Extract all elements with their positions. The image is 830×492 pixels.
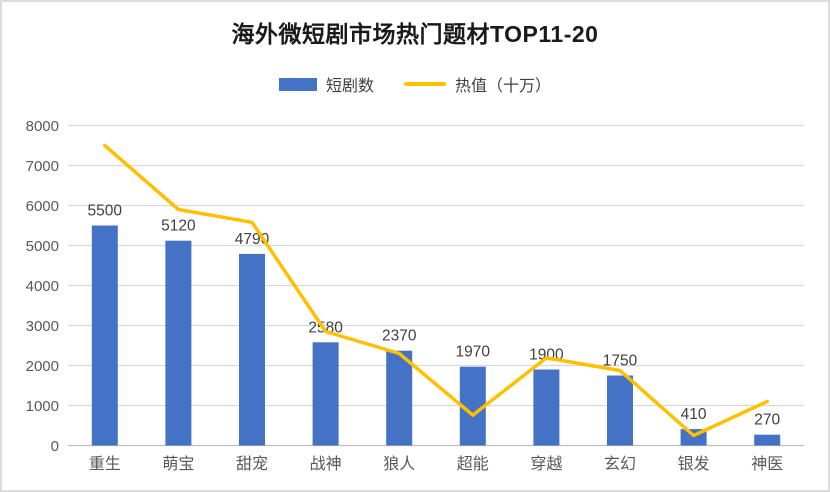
y-tick-label: 5000 [26, 238, 59, 255]
bar-战神 [312, 342, 339, 446]
bar-玄幻 [607, 375, 633, 446]
legend-item-series-bar: 短剧数 [278, 72, 374, 96]
x-category-label: 萌宝 [162, 455, 194, 473]
y-tick-label: 4000 [26, 278, 59, 295]
y-tick-label: 7000 [26, 158, 59, 175]
legend-bar-swatch-icon [278, 77, 317, 91]
y-tick-label: 8000 [26, 118, 59, 135]
x-category-label: 神医 [751, 455, 783, 473]
y-tick-label: 0 [51, 438, 59, 455]
x-category-label: 银发 [678, 455, 710, 473]
heat-value-line [103, 143, 769, 438]
x-category-label: 重生 [89, 455, 121, 473]
bar-重生 [91, 225, 118, 446]
legend-bar-label: 短剧数 [325, 78, 374, 95]
y-tick-label: 6000 [26, 198, 59, 215]
bar-value-label: 5120 [161, 218, 196, 235]
bar-value-label: 270 [754, 412, 780, 429]
bar-value-label: 2580 [308, 319, 343, 336]
bar-穿越 [533, 369, 560, 446]
y-tick-label: 2000 [26, 358, 59, 375]
bar-value-label: 5500 [88, 203, 123, 220]
y-tick-label: 1000 [26, 398, 59, 415]
bar-神医 [754, 434, 781, 446]
bar-狼人 [386, 350, 413, 446]
x-category-label: 玄幻 [604, 455, 636, 473]
bar-value-label: 1750 [603, 353, 638, 370]
legend-line-label: 热值（十万） [455, 78, 552, 95]
x-category-label: 超能 [457, 455, 489, 473]
legend: 短剧数 热值（十万） [2, 72, 828, 96]
bar-value-label: 1970 [456, 344, 491, 361]
x-category-label: 穿越 [530, 455, 562, 473]
bar-甜宠 [239, 253, 265, 446]
bar-value-label: 410 [681, 406, 707, 423]
bar-value-label: 2370 [382, 328, 417, 345]
chart-title: 海外微短剧市场热门题材TOP11-20 [231, 21, 599, 47]
x-category-label: 战神 [310, 455, 342, 473]
legend-line-swatch-icon [404, 82, 446, 86]
y-tick-label: 3000 [26, 318, 59, 335]
bar-萌宝 [165, 240, 192, 446]
x-category-label: 甜宠 [236, 455, 268, 473]
legend-item-series-line: 热值（十万） [404, 72, 551, 96]
x-category-label: 狼人 [383, 455, 415, 473]
